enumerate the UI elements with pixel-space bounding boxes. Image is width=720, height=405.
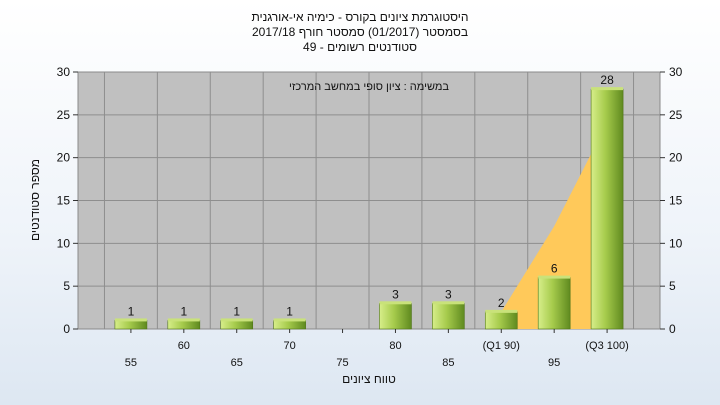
- x-tick-label: 65: [231, 357, 243, 369]
- bar-value-label: 2: [498, 296, 505, 310]
- bar-top-cap: [220, 318, 253, 322]
- bar-top-cap: [538, 275, 571, 279]
- bar: [590, 88, 624, 330]
- y-tick-label-left: 10: [57, 236, 71, 250]
- x-tick-label: 55: [125, 357, 137, 369]
- bars-group: 1 1 1 1 3 3 2 6 28: [114, 73, 624, 330]
- x-tick-label: 60: [178, 340, 190, 352]
- bar-value-label: 1: [180, 304, 187, 318]
- chart-title-block: היסטוגרמת ציונים בקורס - כימיה אי-אורגני…: [0, 10, 720, 55]
- bar-value-label: 1: [128, 304, 135, 318]
- x-tick-label: (Q1 90): [483, 340, 520, 352]
- bar: [537, 277, 571, 330]
- bar-value-label: 28: [600, 73, 614, 87]
- bar-top-cap: [167, 318, 200, 322]
- bar-value-label: 1: [233, 304, 240, 318]
- y-tick-label-right: 15: [669, 194, 683, 208]
- y-tick-label-right: 25: [669, 108, 683, 122]
- y-tick-label-left: 20: [57, 151, 71, 165]
- bar-top-cap: [591, 87, 624, 91]
- y-tick-label-left: 0: [63, 322, 70, 336]
- bar: [167, 320, 201, 330]
- x-tick-label: 80: [389, 340, 401, 352]
- cumulative-area: [501, 122, 608, 330]
- x-tick-label: 75: [336, 357, 348, 369]
- y-tick-label-left: 30: [57, 65, 71, 79]
- x-tick-label: (Q3 100): [585, 340, 628, 352]
- y-tick-label-left: 15: [57, 194, 71, 208]
- bar: [379, 302, 412, 330]
- bar-value-label: 3: [392, 287, 399, 301]
- bar-value-label: 6: [551, 262, 558, 276]
- bar-top-cap: [114, 318, 147, 322]
- bar: [432, 302, 465, 330]
- chart-subtitle-semester: בסמסטר (01/2017) סמסטר חורף 2017/18: [251, 25, 469, 39]
- chart-annotation: במשימה : ציון סופי במחשב המרכזי: [289, 81, 449, 93]
- bar: [114, 320, 148, 330]
- y-tick-label-left: 5: [63, 279, 70, 293]
- y-tick-label-left: 25: [57, 108, 71, 122]
- y-tick-label-right: 30: [669, 65, 683, 79]
- y-tick-label-right: 20: [669, 151, 683, 165]
- y-tick-label-right: 5: [669, 279, 676, 293]
- bar-top-cap: [485, 309, 518, 313]
- chart-subtitle-students: סטודנטים רשומים - 49: [303, 40, 417, 54]
- y-axis-label: מספר סטודנטים: [28, 158, 42, 242]
- chart-title: היסטוגרמת ציונים בקורס - כימיה אי-אורגני…: [251, 10, 469, 24]
- y-tick-label-right: 0: [669, 322, 676, 336]
- bar-value-label: 3: [445, 287, 452, 301]
- bar: [220, 320, 254, 330]
- x-tick-label: 70: [284, 340, 296, 352]
- bar-top-cap: [273, 318, 306, 322]
- bar-top-cap: [432, 301, 465, 305]
- bar-top-cap: [379, 301, 412, 305]
- x-axis-label: טווח ציונים: [342, 372, 396, 386]
- bar-value-label: 1: [286, 304, 293, 318]
- y-tick-label-right: 10: [669, 236, 683, 250]
- bar: [273, 320, 306, 330]
- x-tick-label: 85: [442, 357, 454, 369]
- bar: [484, 311, 518, 330]
- x-tick-label: 95: [548, 357, 560, 369]
